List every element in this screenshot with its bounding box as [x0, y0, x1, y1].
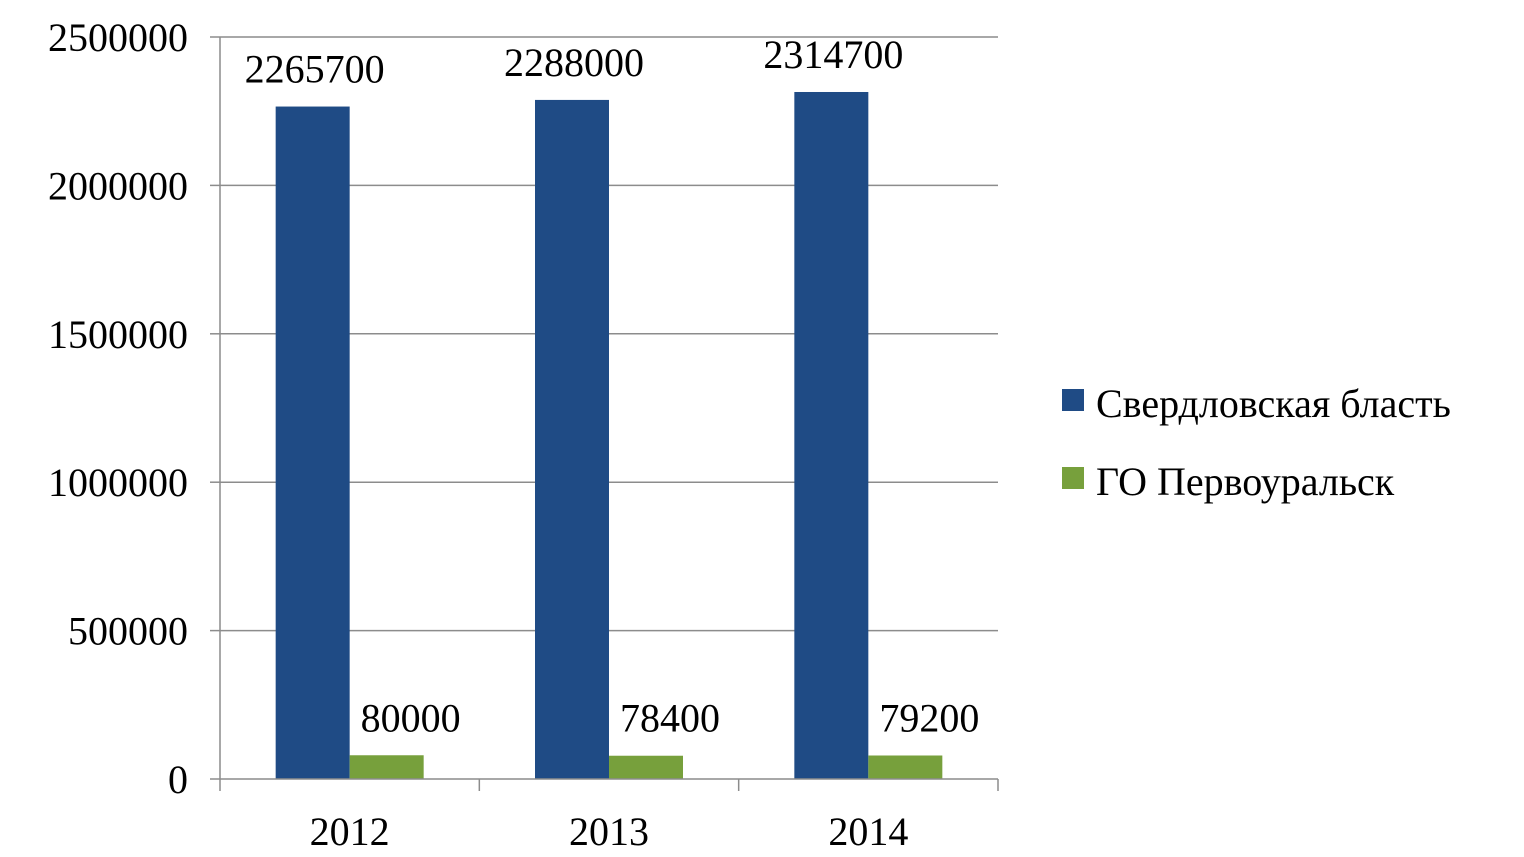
- bar: [349, 755, 424, 779]
- data-labels: 2265700 80000 2288000 78400 2314700 79200: [245, 32, 980, 741]
- data-label: 80000: [361, 695, 461, 740]
- bars: [275, 91, 943, 780]
- y-tick-label: 1000000: [48, 460, 188, 505]
- bar: [609, 755, 683, 779]
- legend-swatch: [1062, 389, 1084, 411]
- legend-label: ГО Первоуральск: [1096, 459, 1395, 504]
- legend-label: Свердловская бласть: [1096, 381, 1451, 426]
- y-tick-label: 2000000: [48, 163, 188, 208]
- data-label: 2314700: [763, 32, 903, 77]
- data-label: 2265700: [245, 47, 385, 92]
- bar: [794, 91, 869, 779]
- x-tick-label: 2012: [310, 809, 390, 852]
- x-tick-label: 2014: [828, 809, 908, 852]
- x-axis: 2012 2013 2014: [219, 778, 999, 854]
- y-axis: 0 500000 1000000 1500000 2000000 2500000: [48, 15, 221, 802]
- y-tick-label: 1500000: [48, 312, 188, 357]
- y-tick-label: 2500000: [48, 15, 188, 60]
- x-tick-label: 2013: [569, 809, 649, 852]
- data-label: 2288000: [504, 40, 644, 85]
- bar: [535, 99, 609, 779]
- y-tick-label: 0: [168, 757, 188, 802]
- bar: [868, 755, 943, 779]
- data-label: 78400: [620, 696, 720, 741]
- legend: Свердловская бласть ГО Первоуральск: [1062, 381, 1451, 504]
- y-tick-label: 500000: [68, 609, 188, 654]
- legend-swatch: [1062, 467, 1084, 489]
- data-label: 79200: [879, 695, 979, 740]
- bar: [275, 106, 350, 780]
